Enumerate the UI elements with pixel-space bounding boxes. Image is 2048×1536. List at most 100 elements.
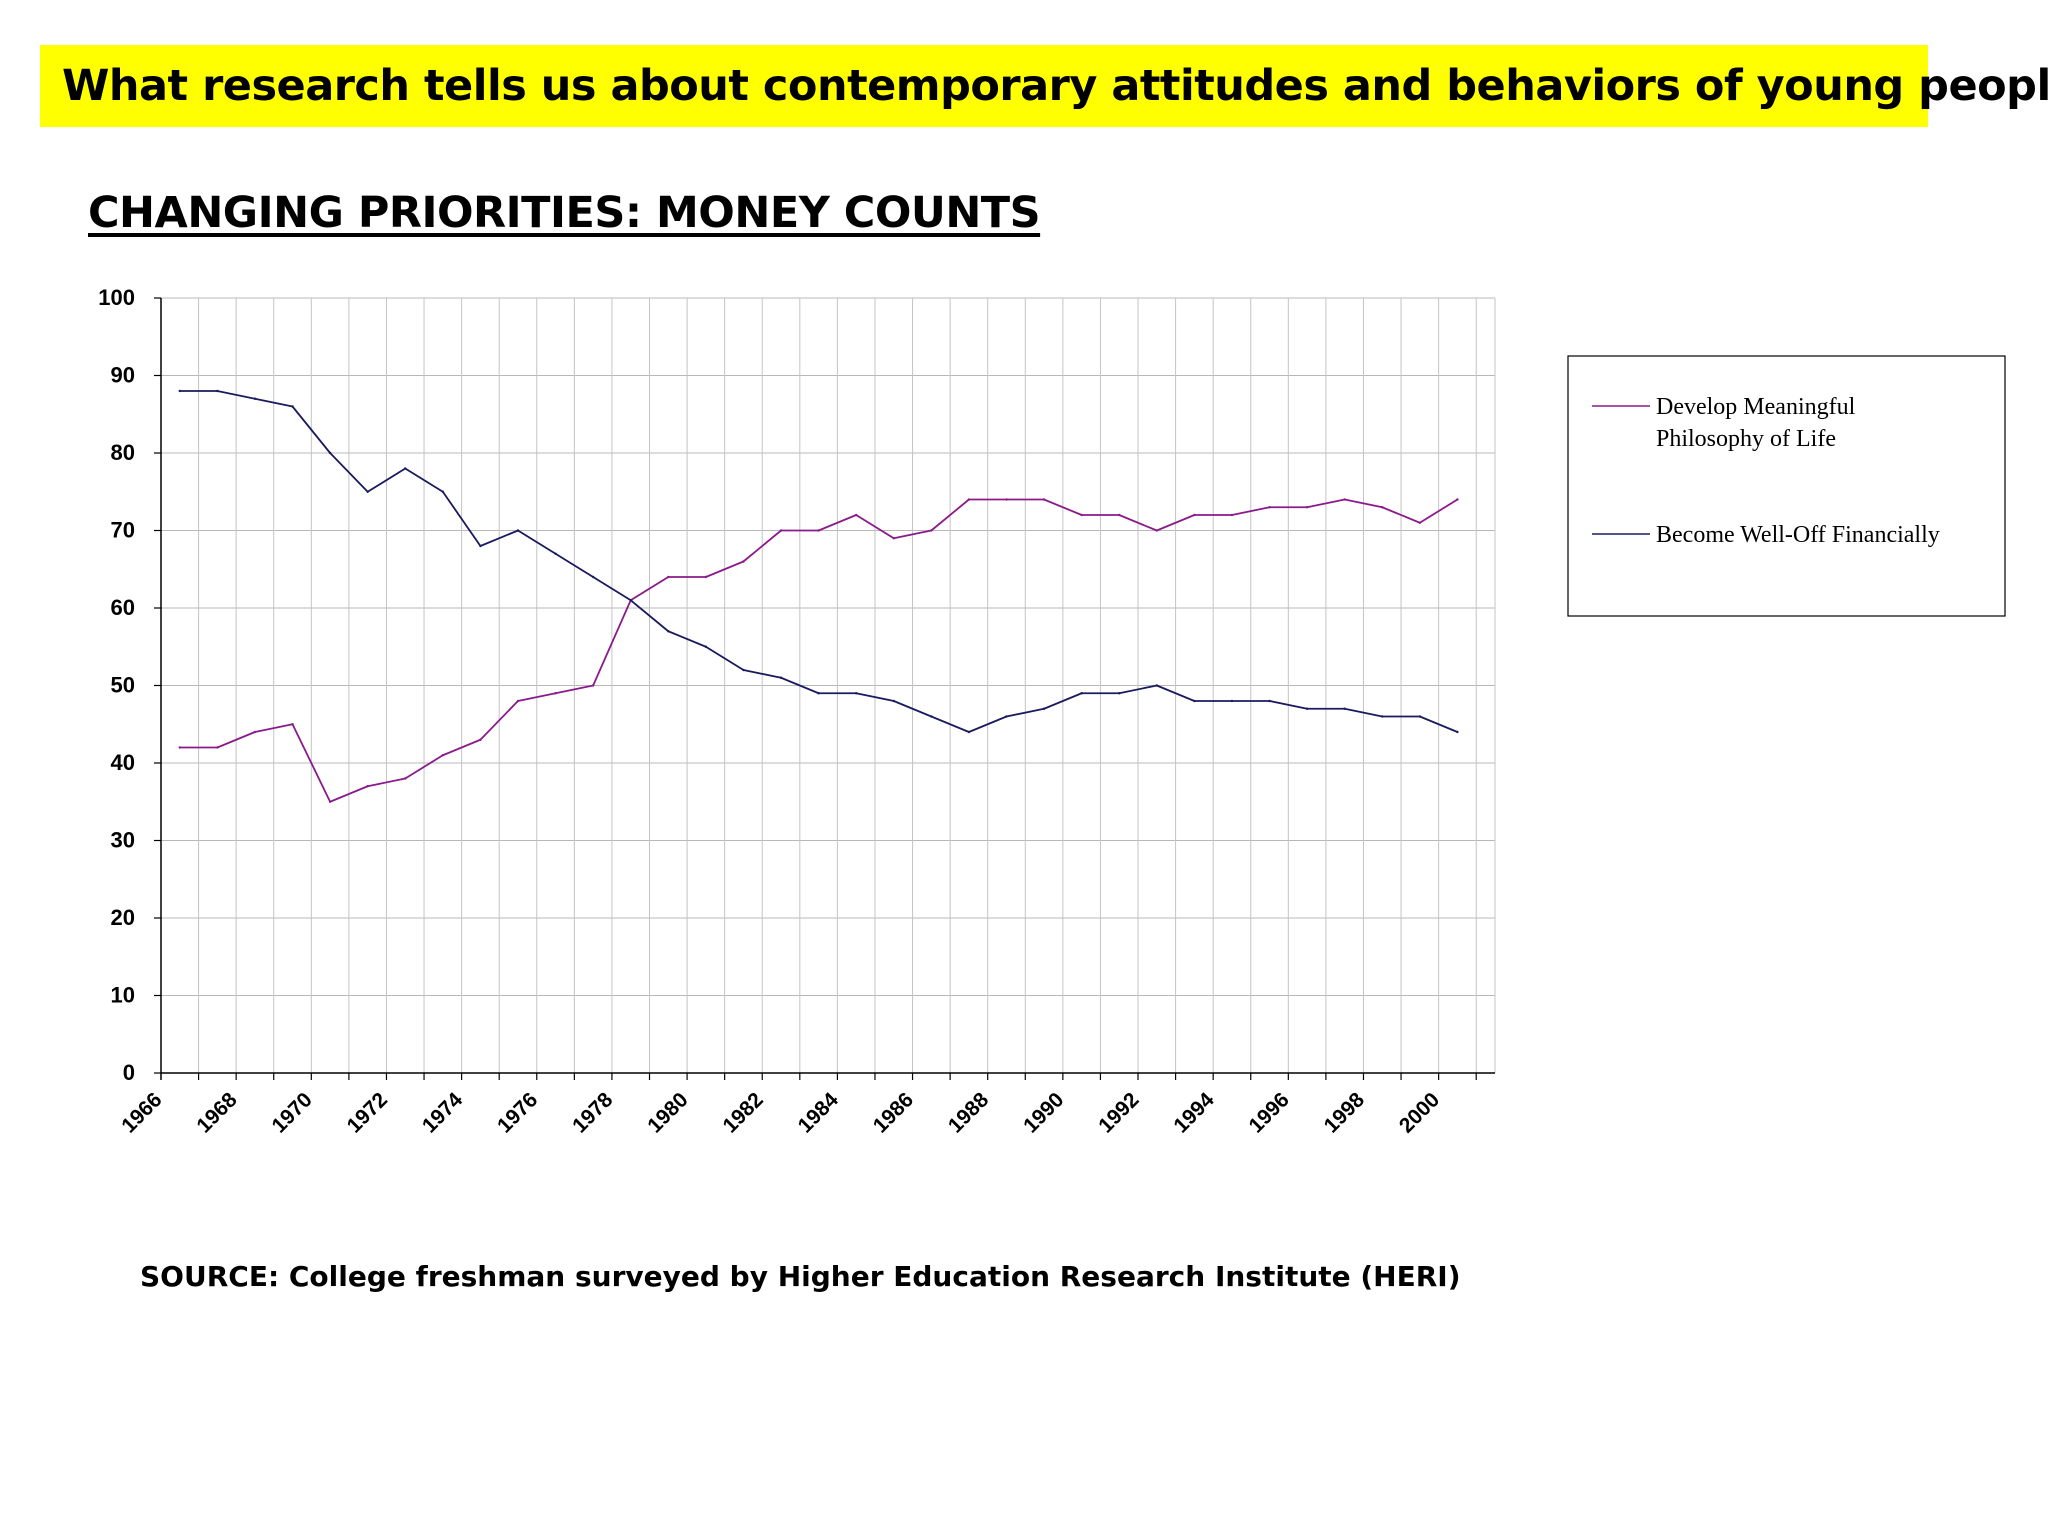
- data-point: [1042, 707, 1046, 710]
- data-point: [1456, 498, 1459, 501]
- x-tick-label: 1984: [794, 1088, 844, 1138]
- data-point: [779, 529, 783, 532]
- x-tick-label: 1970: [268, 1088, 317, 1137]
- data-point: [1080, 692, 1083, 695]
- series-line-0: [179, 498, 1458, 803]
- y-tick-label: 100: [98, 285, 135, 310]
- chart-series: [178, 389, 1459, 803]
- title-banner: What research tells us about contemporar…: [40, 45, 2048, 127]
- data-point: [1155, 529, 1159, 532]
- data-point: [704, 645, 708, 648]
- x-tick-label: 1966: [117, 1088, 166, 1137]
- data-point: [930, 715, 933, 718]
- data-point: [554, 692, 557, 695]
- chart-title: CHANGING PRIORITIES: MONEY COUNTS: [88, 188, 1041, 238]
- data-point: [404, 467, 407, 470]
- y-tick-label: 50: [111, 673, 135, 698]
- data-point: [216, 746, 219, 749]
- x-tick-label: 2000: [1395, 1088, 1444, 1137]
- y-tick-label: 20: [111, 905, 135, 930]
- x-tick-label: 1992: [1094, 1088, 1143, 1137]
- data-point: [516, 529, 520, 532]
- data-point: [742, 668, 745, 672]
- x-axis-ticks: 1966 1968 1970 1972 1974 1976 1978 1980 1982 1984…: [117, 1088, 1444, 1138]
- legend-label: Develop Meaningful: [1656, 394, 1856, 420]
- data-point: [1343, 498, 1346, 501]
- data-point: [1381, 506, 1384, 509]
- legend-label: Become Well-Off Financially: [1656, 522, 1940, 548]
- data-point: [366, 490, 369, 493]
- data-point: [1230, 699, 1234, 703]
- data-point: [1456, 730, 1459, 734]
- x-tick-label: 1990: [1019, 1088, 1068, 1137]
- legend-label: Philosophy of Life: [1656, 426, 1836, 452]
- y-tick-label: 60: [111, 595, 135, 620]
- y-tick-label: 90: [111, 363, 135, 388]
- data-point: [253, 730, 257, 734]
- data-point: [667, 575, 670, 579]
- data-point: [441, 490, 445, 493]
- series-line-1: [179, 390, 1458, 733]
- data-point: [516, 699, 520, 703]
- data-point: [967, 730, 971, 734]
- data-point: [1268, 506, 1271, 509]
- data-point: [253, 397, 257, 400]
- chart-legend: Develop Meaningful Philosophy of Life Beco…: [1567, 355, 2006, 617]
- data-point: [967, 498, 971, 501]
- y-tick-label: 30: [111, 828, 135, 853]
- data-point: [479, 738, 482, 741]
- x-tick-label: 1972: [343, 1088, 392, 1137]
- x-tick-label: 1986: [869, 1088, 918, 1137]
- x-tick-label: 1980: [643, 1088, 692, 1137]
- data-point: [554, 552, 557, 555]
- data-point: [178, 746, 181, 749]
- x-tick-label: 1968: [192, 1088, 242, 1138]
- data-point: [817, 692, 820, 695]
- data-point: [629, 599, 632, 602]
- y-axis-ticks: 0 10 20 30 40 50 60 70 80 90 100: [98, 285, 135, 1085]
- data-point: [591, 684, 595, 687]
- data-point: [1193, 513, 1196, 517]
- y-tick-label: 40: [111, 750, 135, 775]
- y-tick-label: 70: [111, 518, 135, 543]
- data-point: [892, 699, 895, 703]
- y-tick-label: 0: [123, 1060, 135, 1085]
- legend-box: [1567, 355, 2006, 617]
- y-tick-label: 80: [111, 440, 135, 465]
- data-point: [591, 575, 595, 579]
- data-point: [404, 777, 407, 780]
- data-point: [1155, 684, 1159, 687]
- data-point: [366, 785, 369, 788]
- chart-grid: [161, 297, 1496, 1073]
- data-point: [328, 800, 332, 803]
- data-point: [1005, 498, 1008, 501]
- data-point: [817, 529, 820, 532]
- data-point: [1343, 707, 1346, 710]
- x-tick-label: 1994: [1169, 1088, 1219, 1138]
- data-point: [1418, 521, 1422, 524]
- data-point: [1005, 715, 1008, 718]
- data-point: [742, 560, 745, 563]
- data-point: [854, 513, 858, 517]
- data-point: [291, 405, 294, 408]
- data-point: [667, 630, 670, 633]
- source-note: SOURCE: College freshman surveyed by Hig…: [140, 1260, 1461, 1293]
- data-point: [854, 692, 858, 695]
- data-point: [892, 537, 895, 540]
- data-point: [479, 544, 482, 548]
- data-point: [1305, 506, 1309, 509]
- data-point: [1118, 692, 1121, 695]
- chart-axes: [154, 297, 1495, 1080]
- data-point: [441, 754, 445, 757]
- data-point: [1381, 715, 1384, 718]
- data-point: [704, 575, 708, 579]
- data-point: [779, 676, 783, 679]
- x-tick-label: 1988: [944, 1088, 994, 1138]
- data-point: [291, 723, 294, 726]
- data-point: [1080, 513, 1083, 517]
- data-point: [1230, 513, 1234, 517]
- y-tick-label: 10: [111, 983, 135, 1008]
- data-point: [1268, 699, 1271, 703]
- x-tick-label: 1978: [568, 1088, 618, 1138]
- x-tick-label: 1974: [418, 1088, 468, 1138]
